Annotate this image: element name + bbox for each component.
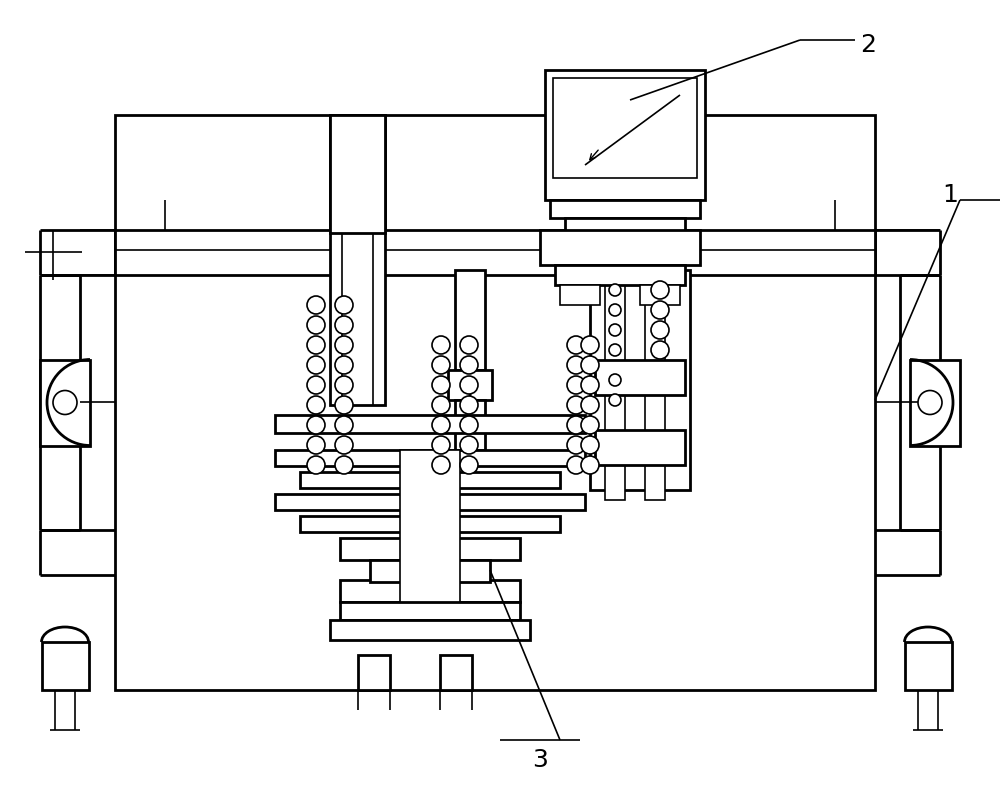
Circle shape xyxy=(567,396,585,414)
Circle shape xyxy=(432,416,450,434)
Bar xyxy=(358,655,390,690)
Circle shape xyxy=(53,391,77,414)
Circle shape xyxy=(609,284,621,296)
Bar xyxy=(440,655,472,690)
Bar xyxy=(115,230,875,275)
Bar xyxy=(905,642,952,690)
Bar xyxy=(40,360,90,446)
Bar xyxy=(370,560,490,582)
Circle shape xyxy=(567,416,585,434)
Circle shape xyxy=(581,436,599,454)
Bar xyxy=(42,642,89,690)
Circle shape xyxy=(918,391,942,414)
Circle shape xyxy=(651,321,669,339)
Bar xyxy=(545,70,705,200)
Circle shape xyxy=(335,296,353,314)
Circle shape xyxy=(335,356,353,374)
Bar xyxy=(560,285,600,305)
Circle shape xyxy=(567,436,585,454)
Bar xyxy=(330,115,385,233)
Bar xyxy=(645,265,665,500)
Circle shape xyxy=(335,336,353,354)
Bar xyxy=(448,370,492,400)
Circle shape xyxy=(335,436,353,454)
Bar xyxy=(550,200,700,218)
Circle shape xyxy=(307,396,325,414)
Bar xyxy=(455,270,485,370)
Circle shape xyxy=(307,436,325,454)
Bar xyxy=(640,285,680,305)
Circle shape xyxy=(335,396,353,414)
Circle shape xyxy=(432,336,450,354)
Circle shape xyxy=(460,376,478,394)
Circle shape xyxy=(335,376,353,394)
Bar xyxy=(300,516,560,532)
Circle shape xyxy=(651,301,669,319)
Bar xyxy=(555,265,685,285)
Bar xyxy=(115,115,875,690)
Circle shape xyxy=(609,324,621,336)
Circle shape xyxy=(432,456,450,474)
Circle shape xyxy=(307,336,325,354)
Text: 1: 1 xyxy=(942,183,958,207)
Circle shape xyxy=(581,336,599,354)
Bar xyxy=(340,538,520,560)
Circle shape xyxy=(432,436,450,454)
Bar xyxy=(553,78,697,178)
Circle shape xyxy=(581,416,599,434)
Bar xyxy=(275,494,585,510)
Bar xyxy=(605,265,625,500)
Bar xyxy=(595,360,685,395)
Circle shape xyxy=(460,416,478,434)
Circle shape xyxy=(609,394,621,406)
Circle shape xyxy=(609,304,621,316)
Circle shape xyxy=(460,436,478,454)
Bar xyxy=(275,415,585,433)
Circle shape xyxy=(307,376,325,394)
Circle shape xyxy=(432,376,450,394)
Circle shape xyxy=(432,356,450,374)
Bar xyxy=(910,360,960,446)
Bar xyxy=(455,400,485,450)
Circle shape xyxy=(307,316,325,334)
Bar xyxy=(540,230,700,265)
Circle shape xyxy=(609,374,621,386)
Circle shape xyxy=(581,356,599,374)
Circle shape xyxy=(460,456,478,474)
Bar xyxy=(330,115,385,405)
Circle shape xyxy=(432,396,450,414)
Bar xyxy=(595,430,685,465)
Circle shape xyxy=(567,456,585,474)
Circle shape xyxy=(567,356,585,374)
Bar xyxy=(400,450,460,610)
Circle shape xyxy=(567,336,585,354)
Bar xyxy=(590,270,690,490)
Bar xyxy=(340,602,520,620)
Bar xyxy=(565,218,685,236)
Circle shape xyxy=(335,456,353,474)
Circle shape xyxy=(651,281,669,299)
Bar xyxy=(330,620,530,640)
Circle shape xyxy=(335,316,353,334)
Circle shape xyxy=(307,456,325,474)
Circle shape xyxy=(567,376,585,394)
Circle shape xyxy=(581,396,599,414)
Circle shape xyxy=(307,416,325,434)
Text: 3: 3 xyxy=(532,748,548,772)
Circle shape xyxy=(307,296,325,314)
Bar xyxy=(340,580,520,602)
Circle shape xyxy=(460,396,478,414)
Circle shape xyxy=(335,416,353,434)
Bar xyxy=(275,450,585,466)
Circle shape xyxy=(609,344,621,356)
Bar xyxy=(300,472,560,488)
Circle shape xyxy=(460,356,478,374)
Text: 2: 2 xyxy=(860,33,876,57)
Circle shape xyxy=(581,456,599,474)
Circle shape xyxy=(581,376,599,394)
Circle shape xyxy=(651,341,669,359)
Circle shape xyxy=(460,336,478,354)
Circle shape xyxy=(307,356,325,374)
